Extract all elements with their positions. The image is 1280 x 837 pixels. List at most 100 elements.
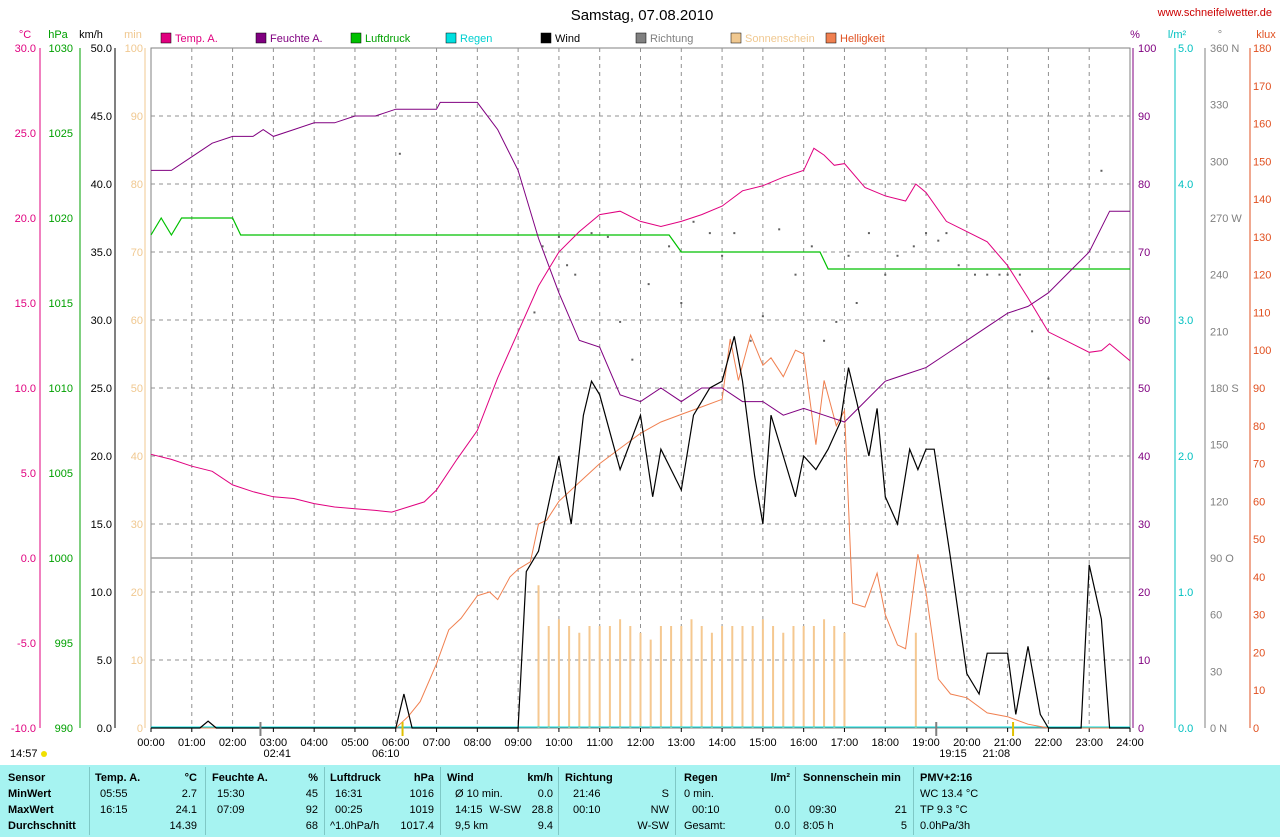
direction-point [1100,169,1103,172]
x-tick-label: 22:00 [1035,737,1063,749]
press-tick: 1030 [49,43,73,55]
wind-tick: 10.0 [91,587,112,599]
dir-tick: 300 [1210,156,1228,168]
hdr-temp-unit: °C [184,772,197,784]
bright-tick: 80 [1253,421,1265,433]
x-tick-label: 21:00 [994,737,1022,749]
x-tick-label: 20:00 [953,737,981,749]
humid-tick: 90 [1138,111,1150,123]
press-min-value: 1016 [409,788,434,800]
site-url[interactable]: www.schneifelwetter.de [1157,7,1272,19]
x-tick-label: 05:00 [341,737,369,749]
press-max-time: 00:25 [335,804,363,816]
direction-point [1047,377,1050,380]
rain-total-value: 0.0 [774,820,790,832]
direction-point [1018,273,1021,276]
dir-tick: 240 [1210,270,1228,282]
sun-r3-value: 5 [900,820,907,832]
direction-point [794,273,797,276]
direction-point [973,273,976,276]
x-tick-label: 11:00 [586,737,613,749]
direction-point [721,254,724,257]
legend-swatch [825,32,837,44]
direction-point [896,254,899,257]
humid-tick: 80 [1138,179,1150,191]
x-tick-label: 00:00 [137,737,165,749]
sun-tick: 80 [131,179,143,191]
legend-swatch [540,32,552,44]
humid-tick: 10 [1138,655,1150,667]
x-tick-label: 14:00 [708,737,736,749]
bright-tick: 160 [1253,119,1271,131]
chart-title: Samstag, 07.08.2010 [571,7,714,24]
humid-avg-value: 68 [305,820,318,832]
humid-tick: 30 [1138,519,1150,531]
x-tick-label: 19:00 [912,737,940,749]
pmv-tp: TP 9.3 °C [920,804,968,816]
x-tick-label: 23:00 [1075,737,1103,749]
temp-max-time: 16:15 [100,804,128,816]
sunset-label: 19:15 [939,748,967,760]
bright-tick: 10 [1253,685,1265,697]
direction-point [867,232,870,235]
dir-tick: 210 [1210,326,1228,338]
press-tick: 1000 [49,553,73,565]
sunrise-label: 06:10 [372,748,400,760]
press-trend: ^1.0hPa/h [330,820,380,832]
legend-label: Temp. A. [175,33,218,45]
wind-tick: 40.0 [91,179,112,191]
col-dir: Richtung 21:46 S 00:10 NW W-SW [565,765,673,837]
direction-point [606,235,609,238]
x-tick-label: 15:00 [749,737,777,749]
rain-tick: 0.0 [1178,723,1193,735]
wind-avg-value: 9.4 [537,820,553,832]
humid-tick: 40 [1138,451,1150,463]
hdr-press-unit: hPa [413,772,434,784]
col-humid: Feuchte A. % 15:30 45 07:09 92 68 [212,765,322,837]
legend-swatch [635,32,647,44]
bright-tick: 170 [1253,81,1271,93]
temp-tick: -5.0 [17,638,36,650]
hdr-pmv: PMV+2:16 [920,772,973,784]
direction-point [986,273,989,276]
humid-unit-label: % [1130,29,1140,41]
direction-point [810,245,813,248]
hdr-sensor: Sensor [8,772,46,784]
temp-avg-value: 14.39 [169,820,197,832]
wind-max-dir: W-SW [489,804,521,816]
dir-tick: 60 [1210,610,1222,622]
temp-min-value: 2.7 [181,788,197,800]
hdr-rain: Regen [684,772,718,784]
direction-point [847,254,850,257]
legend-label: Helligkeit [840,33,885,45]
legend-swatch [350,32,362,44]
series-layer [150,101,1131,729]
direction-point [533,311,536,314]
x-tick-label: 12:00 [627,737,655,749]
direction-point [1031,330,1034,333]
temp-tick: 30.0 [15,43,36,55]
direction-point [778,228,781,231]
sun-tick: 0 [137,723,143,735]
direction-point [761,315,764,318]
pressure-line [150,216,1130,270]
sun-r2-time: 09:30 [809,804,837,816]
x-tick-label: 07:00 [423,737,451,749]
dir-tick: 90 O [1210,553,1234,565]
legend-label: Sonnenschein [745,33,815,45]
wind-max-value: 28.8 [531,804,553,816]
bright-tick: 110 [1253,307,1271,319]
direction-point [823,339,826,342]
legend: Temp. A. Feuchte A. Luftdruck Regen Wind Rich… [160,32,885,45]
dir-tick: 330 [1210,100,1228,112]
temp-tick: 15.0 [15,298,36,310]
moonset-label: 21:08 [983,748,1011,760]
time-axis: 00:00 01:00 02:00 03:00 04:00 05:00 06:00 07:00… [137,728,1144,749]
direction-point [884,273,887,276]
bright-tick: 180 [1253,43,1271,55]
bright-tick: 30 [1253,610,1265,622]
humidity-line [151,101,1130,423]
press-tick: 990 [55,723,73,735]
wind-tick: 25.0 [91,383,112,395]
direction-point [566,264,569,267]
